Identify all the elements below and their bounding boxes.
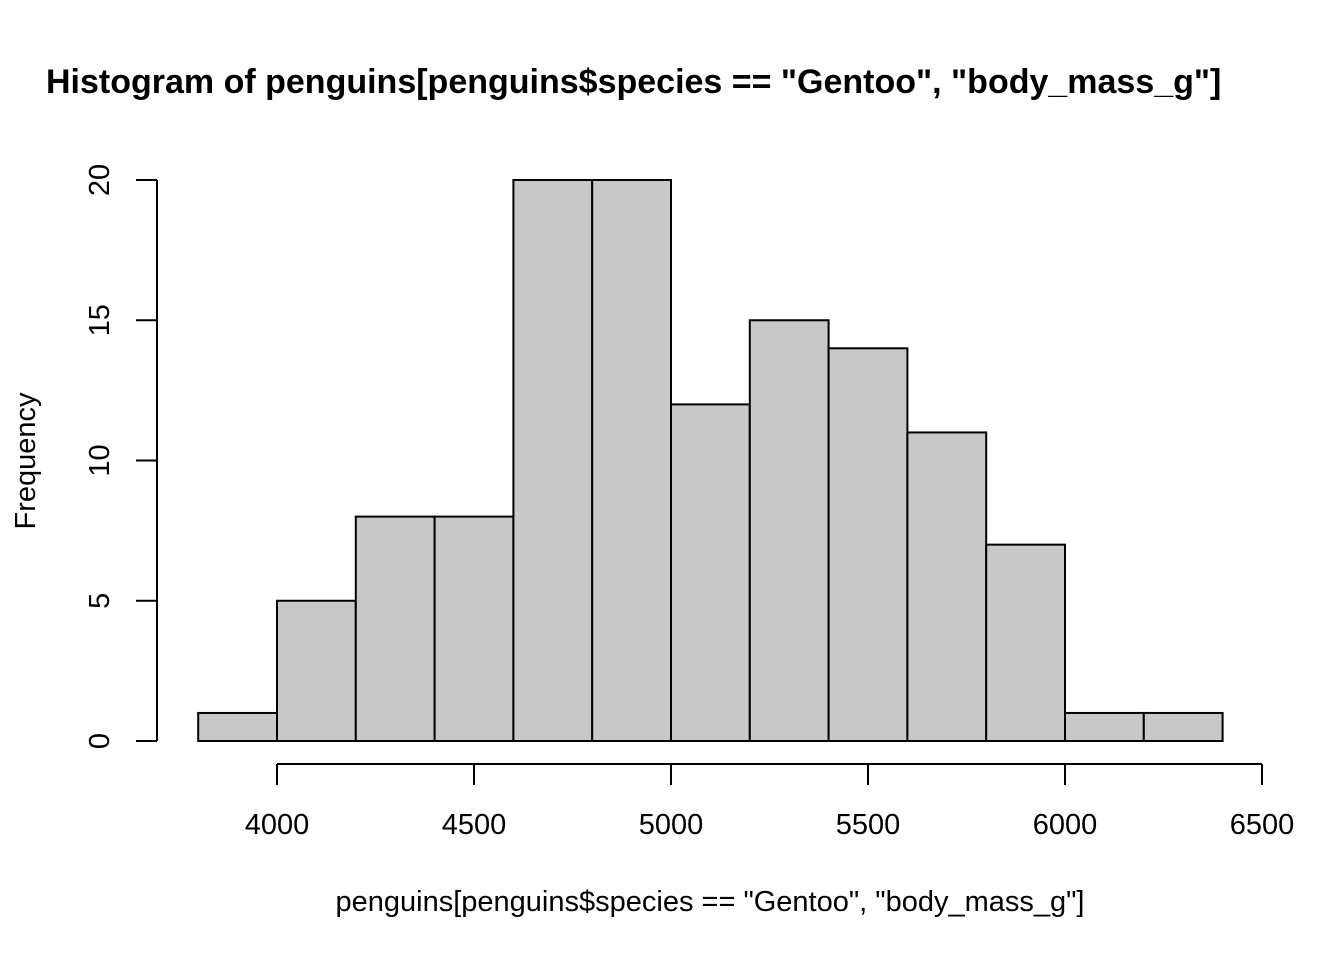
histogram-bar-5800-6000 <box>985 543 1067 743</box>
histogram-bar-5600-5800 <box>906 431 988 742</box>
x-tick-label-4000: 4000 <box>245 809 310 841</box>
y-tick-label-10: 10 <box>84 444 116 476</box>
x-tick-label-5000: 5000 <box>639 809 704 841</box>
histogram-bar-5000-5200 <box>670 403 751 742</box>
y-axis: 0 5 10 15 20 <box>84 164 158 749</box>
histogram-bar-4600-4800 <box>512 179 594 742</box>
x-axis-label: penguins[penguins$species == "Gentoo", "… <box>336 886 1085 918</box>
y-tick-label-20: 20 <box>84 164 116 196</box>
x-tick-label-5500: 5500 <box>836 809 901 841</box>
histogram-bar-6200-6400 <box>1142 711 1224 743</box>
chart-title: Histogram of penguins[penguins$species =… <box>46 63 1221 101</box>
histogram-bar-4400-4600 <box>433 515 515 742</box>
histogram-bar-4200-4400 <box>354 515 436 742</box>
histogram-bar-6000-6200 <box>1064 711 1145 743</box>
x-tick-label-4500: 4500 <box>442 809 507 841</box>
histogram-bar-4800-5000 <box>591 179 673 742</box>
x-tick-label-6000: 6000 <box>1033 809 1098 841</box>
y-axis-label: Frequency <box>10 392 42 530</box>
x-tick-label-6500: 6500 <box>1230 809 1295 841</box>
histogram-bar-4000-4200 <box>276 599 357 742</box>
y-tick-label-15: 15 <box>84 304 116 336</box>
y-tick-label-0: 0 <box>84 733 116 749</box>
histogram-bar-5400-5600 <box>827 347 909 742</box>
bars-group <box>197 179 1224 743</box>
histogram-bar-5200-5400 <box>748 319 830 742</box>
y-tick-label-5: 5 <box>84 593 116 609</box>
x-axis: 4000 4500 5000 5500 6000 6500 <box>245 763 1295 841</box>
histogram-bar-3800-4000 <box>197 711 278 743</box>
